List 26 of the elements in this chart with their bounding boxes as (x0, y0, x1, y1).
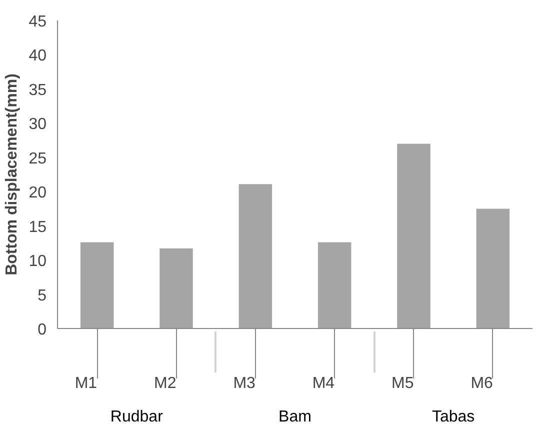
x-tick-label: M5 (392, 375, 414, 392)
bar (238, 184, 272, 328)
y-tick-label: 35 (28, 82, 47, 99)
bar (160, 248, 193, 328)
y-tick-label: 30 (28, 116, 47, 134)
y-axis-title: Bottom displacement(mm) (4, 74, 21, 276)
x-tick-label: M1 (74, 375, 98, 392)
x-tick-label: M2 (154, 375, 176, 392)
x-tick-label: M4 (312, 375, 335, 392)
bar (397, 144, 430, 328)
y-tick-label: 40 (28, 48, 47, 65)
x-tick-label: M6 (470, 375, 494, 392)
y-tick-label: 45 (28, 14, 47, 30)
text: Tabas (432, 408, 475, 426)
y-tick-label: 5 (38, 287, 47, 304)
bar (80, 242, 114, 328)
y-tick-label: 15 (28, 218, 47, 236)
y-tick-label: 10 (28, 253, 47, 270)
text: Bam (278, 408, 312, 426)
text: Rudbar (110, 408, 164, 426)
bar (476, 208, 510, 328)
y-tick-label: 25 (28, 150, 47, 168)
bar (318, 242, 352, 328)
y-tick-label: 0 (38, 322, 47, 338)
y-tick-label: 20 (28, 184, 47, 202)
x-tick-label: M3 (233, 375, 256, 392)
